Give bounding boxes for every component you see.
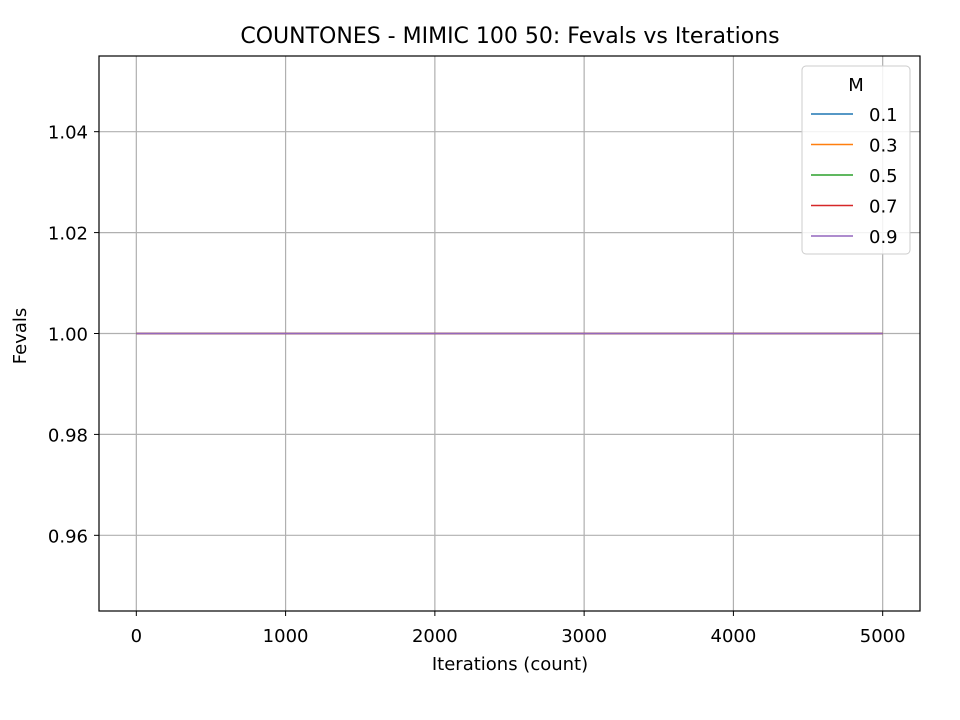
x-tick-label: 0 [131, 626, 142, 647]
legend-title: M [848, 75, 864, 96]
legend-label: 0.5 [869, 166, 898, 187]
y-tick-label: 0.98 [48, 425, 88, 446]
x-axis-label: Iterations (count) [432, 654, 588, 675]
x-tick-label: 2000 [412, 626, 458, 647]
y-tick-label: 1.02 [48, 224, 88, 245]
tick-layer: 0 1000 2000 3000 4000 5000 0.96 0.98 1.00 1.02 1.0… [48, 123, 906, 647]
x-tick-label: 3000 [561, 626, 607, 647]
legend-box [801, 65, 911, 255]
y-tick-label: 1.00 [48, 325, 88, 346]
y-tick-label: 0.96 [48, 526, 88, 547]
x-tick-label: 5000 [860, 626, 906, 647]
legend-label: 0.9 [869, 227, 898, 248]
y-axis-label: Fevals [10, 308, 31, 365]
x-tick-label: 1000 [263, 626, 309, 647]
chart-title: COUNTONES - MIMIC 100 50: Fevals vs Iter… [240, 24, 779, 49]
legend: M 0.1 0.3 0.5 0.7 0.9 [801, 65, 911, 255]
y-tick-label: 1.04 [48, 123, 88, 144]
legend-label: 0.3 [869, 136, 898, 157]
legend-entries: 0.1 0.3 0.5 0.7 0.9 [811, 105, 898, 248]
legend-label: 0.1 [869, 105, 898, 126]
legend-label: 0.7 [869, 197, 898, 218]
x-tick-label: 4000 [711, 626, 757, 647]
